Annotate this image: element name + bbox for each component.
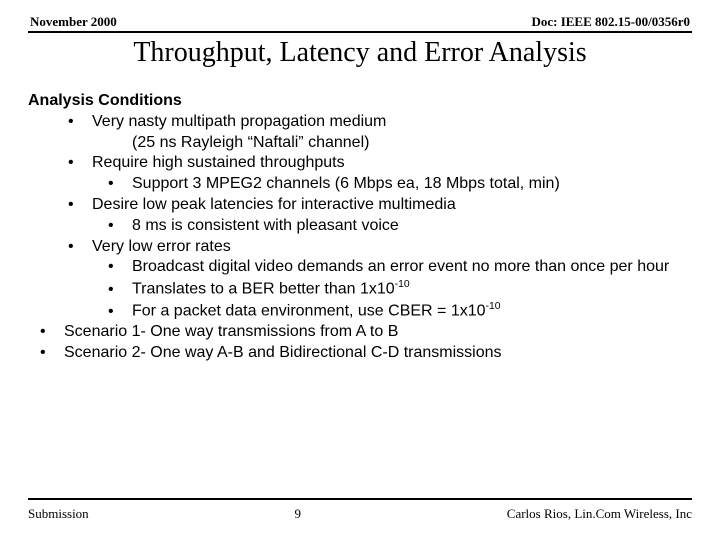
ber-exponent: -10 [395, 279, 410, 290]
bullet-scenario2: •Scenario 2- One way A-B and Bidirection… [28, 343, 692, 364]
bullet-text: Very low error rates [92, 238, 231, 255]
bullet-text: Scenario 2- One way A-B and Bidirectiona… [64, 344, 502, 361]
dot-icon: • [108, 280, 132, 301]
bullet-multipath: •Very nasty multipath propagation medium [28, 112, 692, 133]
header-docref: Doc: IEEE 802.15-00/0356r0 [531, 14, 690, 30]
dot-icon: • [108, 174, 132, 195]
bullet-text: Desire low peak latencies for interactiv… [92, 196, 456, 213]
bullet-ber: •Translates to a BER better than 1x10-10 [28, 278, 692, 300]
slide-header: November 2000 Doc: IEEE 802.15-00/0356r0 [28, 14, 692, 33]
bullet-scenario1: •Scenario 1- One way transmissions from … [28, 322, 692, 343]
footer-right: Carlos Rios, Lin.Com Wireless, Inc [507, 506, 692, 522]
bullet-throughputs: •Require high sustained throughputs [28, 153, 692, 174]
bullet-cber: •For a packet data environment, use CBER… [28, 300, 692, 322]
bullet-latency: •Desire low peak latencies for interacti… [28, 195, 692, 216]
dot-icon: • [40, 322, 64, 343]
dot-icon: • [68, 112, 92, 133]
dot-icon: • [108, 257, 132, 278]
bullet-text: Very nasty multipath propagation medium [92, 113, 386, 130]
dot-icon: • [108, 302, 132, 323]
bullet-text: Require high sustained throughputs [92, 154, 345, 171]
dot-icon: • [40, 343, 64, 364]
bullet-error-rates: •Very low error rates [28, 237, 692, 258]
bullet-broadcast-video: •Broadcast digital video demands an erro… [28, 257, 692, 278]
dot-icon: • [68, 237, 92, 258]
slide-content: Analysis Conditions •Very nasty multipat… [28, 91, 692, 364]
footer-left: Submission [28, 506, 89, 522]
bullet-8ms: •8 ms is consistent with pleasant voice [28, 216, 692, 237]
bullet-multipath-cont: (25 ns Rayleigh “Naftali” channel) [28, 133, 692, 154]
dot-icon: • [68, 153, 92, 174]
cber-exponent: -10 [486, 301, 501, 312]
bullet-text: Scenario 1- One way transmissions from A… [64, 323, 398, 340]
footer-divider [28, 498, 692, 500]
bullet-text: Broadcast digital video demands an error… [132, 258, 669, 275]
slide-footer: Submission 9 Carlos Rios, Lin.Com Wirele… [28, 498, 692, 522]
bullet-mpeg2: •Support 3 MPEG2 channels (6 Mbps ea, 18… [28, 174, 692, 195]
bullet-text: Translates to a BER better than 1x10 [132, 281, 395, 298]
dot-icon: • [68, 195, 92, 216]
slide-title: Throughput, Latency and Error Analysis [28, 37, 692, 69]
bullet-text: For a packet data environment, use CBER … [132, 303, 486, 320]
page-number: 9 [294, 506, 301, 522]
dot-icon: • [108, 216, 132, 237]
conditions-heading: Analysis Conditions [28, 91, 692, 112]
bullet-text: Support 3 MPEG2 channels (6 Mbps ea, 18 … [132, 175, 560, 192]
header-date: November 2000 [30, 14, 117, 30]
bullet-text: 8 ms is consistent with pleasant voice [132, 217, 399, 234]
